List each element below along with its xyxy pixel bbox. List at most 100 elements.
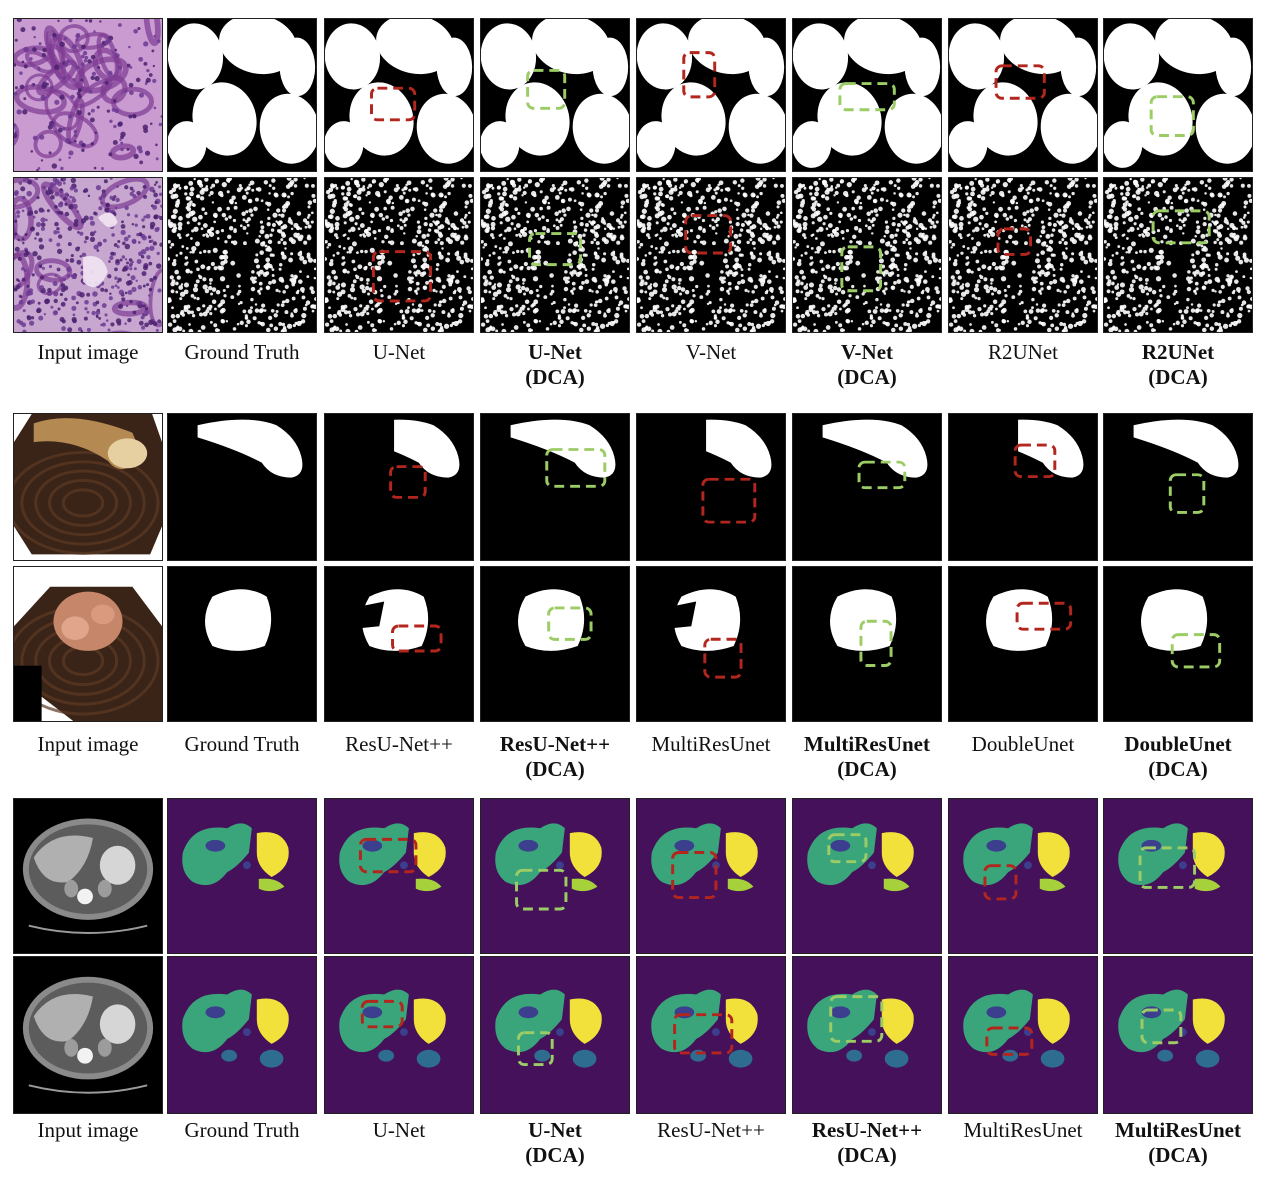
- ct-row2-panel-5: [636, 956, 786, 1114]
- polyp-caption-4: ResU-Net++ (DCA): [470, 732, 640, 782]
- ct-caption-8: MultiResUnet (DCA): [1093, 1118, 1263, 1168]
- polyp-row1-panel-5: [636, 413, 786, 561]
- histology-row1-panel-3: [324, 18, 474, 172]
- histology-row2-image-7: [949, 178, 1097, 332]
- ct-row2-image-7: [949, 957, 1097, 1113]
- histology-row1-image-2: [168, 19, 316, 171]
- ct-row2-panel-3: [324, 956, 474, 1114]
- caption-line-1: Ground Truth: [184, 1118, 300, 1142]
- polyp-row1-image-3: [325, 414, 473, 560]
- polyp-row2-image-8: [1104, 567, 1252, 721]
- histology-row2-panel-6: [792, 177, 942, 333]
- ct-row1-image-4: [481, 799, 629, 953]
- ct-row1-image-3: [325, 799, 473, 953]
- histology-row1-panel-2: [167, 18, 317, 172]
- polyp-row1-panel-2: [167, 413, 317, 561]
- polyp-row2-panel-2: [167, 566, 317, 722]
- histology-row2-panel-3: [324, 177, 474, 333]
- histology-row1-panel-4: [480, 18, 630, 172]
- polyp-row2-panel-6: [792, 566, 942, 722]
- polyp-row2-panel-5: [636, 566, 786, 722]
- histology-caption-5: V-Net: [626, 340, 796, 365]
- histology-row2-image-3: [325, 178, 473, 332]
- ct-row2-image-3: [325, 957, 473, 1113]
- polyp-caption-8: DoubleUnet (DCA): [1093, 732, 1263, 782]
- ct-row2-image-6: [793, 957, 941, 1113]
- caption-line-1: Input image: [37, 340, 139, 364]
- caption-line-1: DoubleUnet: [971, 732, 1075, 756]
- polyp-row2-image-5: [637, 567, 785, 721]
- caption-line-1: ResU-Net++: [657, 1118, 765, 1142]
- histology-row2-panel-1: [13, 177, 163, 333]
- polyp-row2-image-4: [481, 567, 629, 721]
- histology-row2-image-2: [168, 178, 316, 332]
- ct-row2-panel-1: [13, 956, 163, 1114]
- ct-row1-image-6: [793, 799, 941, 953]
- histology-row2-image-5: [637, 178, 785, 332]
- ct-row1-panel-8: [1103, 798, 1253, 954]
- polyp-row1-panel-1: [13, 413, 163, 561]
- ct-row1-image-2: [168, 799, 316, 953]
- histology-row1-image-3: [325, 19, 473, 171]
- ct-row1-panel-4: [480, 798, 630, 954]
- histology-row1-image-5: [637, 19, 785, 171]
- histology-row2-image-8: [1104, 178, 1252, 332]
- histology-row1-panel-6: [792, 18, 942, 172]
- polyp-caption-2: Ground Truth: [157, 732, 327, 757]
- polyp-row1-image-5: [637, 414, 785, 560]
- ct-caption-2: Ground Truth: [157, 1118, 327, 1143]
- caption-line-2: (DCA): [1148, 1143, 1208, 1167]
- caption-line-1: U-Net: [372, 340, 426, 364]
- ct-row2-image-4: [481, 957, 629, 1113]
- ct-row2-panel-6: [792, 956, 942, 1114]
- histology-row1-image-7: [949, 19, 1097, 171]
- histology-caption-7: R2UNet: [938, 340, 1108, 365]
- caption-line-2: (DCA): [1148, 757, 1208, 781]
- polyp-row1-panel-3: [324, 413, 474, 561]
- ct-row1-panel-2: [167, 798, 317, 954]
- histology-caption-1: Input image: [3, 340, 173, 365]
- caption-line-1: MultiResUnet: [1115, 1118, 1241, 1142]
- caption-line-2: (DCA): [1148, 365, 1208, 389]
- histology-row1-image-6: [793, 19, 941, 171]
- caption-line-1: MultiResUnet: [804, 732, 930, 756]
- ct-row1-panel-1: [13, 798, 163, 954]
- polyp-row1-image-6: [793, 414, 941, 560]
- histology-row2-panel-5: [636, 177, 786, 333]
- caption-line-2: (DCA): [837, 365, 897, 389]
- polyp-row2-image-6: [793, 567, 941, 721]
- caption-line-1: U-Net: [528, 1118, 582, 1142]
- caption-line-1: MultiResUnet: [963, 1118, 1083, 1142]
- polyp-row2-panel-1: [13, 566, 163, 722]
- ct-row1-image-1: [14, 799, 162, 953]
- polyp-row2-panel-4: [480, 566, 630, 722]
- histology-row2-panel-4: [480, 177, 630, 333]
- polyp-row1-image-1: [14, 414, 162, 560]
- ct-row1-panel-7: [948, 798, 1098, 954]
- polyp-row1-panel-8: [1103, 413, 1253, 561]
- histology-caption-2: Ground Truth: [157, 340, 327, 365]
- histology-row1-image-8: [1104, 19, 1252, 171]
- caption-line-1: MultiResUnet: [651, 732, 771, 756]
- polyp-row2-panel-3: [324, 566, 474, 722]
- caption-line-1: ResU-Net++: [811, 1118, 923, 1142]
- ct-caption-3: U-Net: [314, 1118, 484, 1143]
- caption-line-1: V-Net: [840, 340, 894, 364]
- histology-row1-panel-7: [948, 18, 1098, 172]
- polyp-row2-image-1: [14, 567, 162, 721]
- caption-line-2: (DCA): [837, 757, 897, 781]
- polyp-row2-panel-8: [1103, 566, 1253, 722]
- caption-line-2: (DCA): [525, 1143, 585, 1167]
- ct-caption-7: MultiResUnet: [938, 1118, 1108, 1143]
- ct-row2-image-1: [14, 957, 162, 1113]
- caption-line-1: R2UNet: [1141, 340, 1215, 364]
- polyp-row1-image-2: [168, 414, 316, 560]
- caption-line-2: (DCA): [525, 365, 585, 389]
- ct-row2-panel-8: [1103, 956, 1253, 1114]
- ct-caption-4: U-Net (DCA): [470, 1118, 640, 1168]
- histology-row2-panel-7: [948, 177, 1098, 333]
- polyp-row1-panel-7: [948, 413, 1098, 561]
- ct-row1-panel-5: [636, 798, 786, 954]
- histology-row2-image-6: [793, 178, 941, 332]
- caption-line-1: ResU-Net++: [345, 732, 453, 756]
